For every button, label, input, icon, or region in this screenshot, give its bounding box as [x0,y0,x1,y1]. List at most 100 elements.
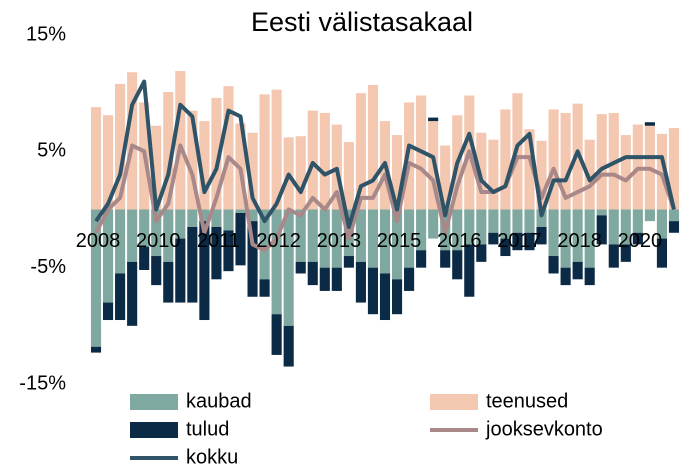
bar [464,209,475,245]
bar [175,71,186,210]
bar [404,267,415,291]
x-tick-label: 2016 [437,230,482,252]
bar [548,109,559,210]
bar [127,72,138,210]
bar [139,209,150,247]
bar [163,209,174,262]
x-tick-label: 2008 [76,230,121,252]
bar [343,256,354,268]
bar [620,135,631,210]
bar [247,221,258,297]
y-tick-label: -5% [30,256,66,278]
bar [500,238,511,257]
bar [151,125,162,210]
bar [379,273,391,321]
bar [331,267,342,291]
bar [271,89,282,210]
y-tick-label: 5% [37,140,66,162]
bar [536,226,547,245]
bar [560,112,571,210]
bar [632,209,643,233]
x-tick-label: 2012 [256,230,301,252]
bar [211,209,222,227]
bar [620,209,631,245]
bar [175,209,186,239]
bar [151,209,162,257]
bar [440,250,451,268]
bar [596,215,607,245]
bar [103,115,114,210]
bar [584,267,595,286]
legend-label: kaubad [186,390,252,412]
bar [367,85,379,210]
bar [608,209,619,245]
bar [428,209,439,239]
x-tick-label: 2017 [497,230,542,252]
bar [524,129,535,210]
bar [476,244,487,262]
bar [319,112,330,210]
bar [355,261,366,303]
bar [271,209,282,315]
bar [644,209,655,222]
bar [644,122,655,126]
x-tick-label: 2010 [136,230,181,252]
bar [90,107,102,210]
bar [223,230,234,272]
bar [476,132,487,210]
bar [199,121,210,210]
bar [295,261,306,274]
bar [235,209,246,213]
bar [259,94,270,210]
bar [163,261,174,303]
bar [404,209,415,268]
bar [211,97,222,210]
bar [259,279,270,297]
bar [632,232,643,245]
bar [247,132,258,210]
bar [319,267,330,291]
legend-label: teenused [486,390,568,412]
legend-label: tulud [186,418,229,440]
bar [668,209,680,222]
bar [115,273,126,321]
bar [668,221,680,233]
bar [103,209,114,303]
bar [512,209,523,233]
bar [151,256,162,286]
line [94,79,676,229]
bar [175,238,186,303]
bar [90,209,102,347]
legend-label: jooksevkonto [485,418,603,440]
bar [608,244,619,268]
bar [90,346,102,353]
bar [355,209,366,262]
bar [548,209,559,257]
bar [391,135,403,210]
bar [103,302,114,321]
bar [476,209,487,245]
bar [488,209,499,233]
bar [500,109,511,210]
line [94,143,676,253]
bar [199,209,210,222]
bar [536,140,547,210]
bar [283,325,294,367]
bar [295,209,306,262]
bar [668,128,680,210]
bar [139,246,150,270]
y-tick-label: -15% [19,372,66,394]
bar [452,209,463,251]
bar [271,314,282,355]
bar [127,261,138,326]
legend-swatch [130,422,178,438]
bar [488,232,499,245]
bar [500,209,511,239]
legend-swatch [130,394,178,410]
bar [235,212,246,266]
bar [367,267,379,315]
x-tick-label: 2018 [557,230,602,252]
bar [259,209,270,280]
bar [307,209,318,262]
bar [560,209,571,268]
